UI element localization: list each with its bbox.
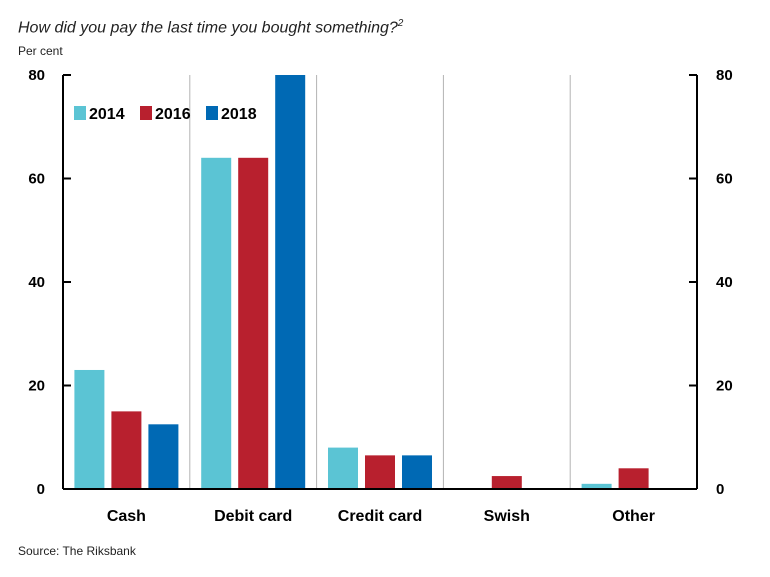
right-tick-label: 80 <box>716 67 733 84</box>
legend-label-2016: 2016 <box>155 106 191 123</box>
bar-2016-debit-card <box>238 157 269 490</box>
legend-swatch-2018 <box>206 106 218 120</box>
category-label: Other <box>612 508 655 525</box>
source-note: Source: The Riksbank <box>18 544 136 558</box>
category-label: Cash <box>107 508 146 525</box>
right-tick-label: 20 <box>716 378 733 395</box>
bar-2014-debit-card <box>201 157 232 490</box>
left-tick-label: 20 <box>28 378 45 395</box>
bar-2016-swish <box>491 476 522 489</box>
bar-2018-cash <box>148 424 179 489</box>
legend: 2014 2016 2018 <box>74 106 257 123</box>
bar-2018-credit-card <box>402 455 432 489</box>
title-footnote: 2 <box>397 18 404 29</box>
right-tick-label: 40 <box>716 274 733 291</box>
axes <box>62 74 698 490</box>
left-tick-label: 40 <box>28 274 45 291</box>
category-label: Credit card <box>338 508 422 525</box>
bar-2016-credit-card <box>365 455 395 489</box>
gridlines <box>189 75 571 489</box>
left-tick-label: 0 <box>37 481 45 498</box>
right-tick-label: 0 <box>716 481 724 498</box>
bar-2018-debit-card <box>275 75 306 489</box>
tick-labels: 0 0 20 20 40 40 60 60 80 80 <box>28 67 732 498</box>
bars <box>74 75 649 490</box>
right-tick-label: 60 <box>716 171 733 188</box>
category-label: Debit card <box>214 508 292 525</box>
legend-label-2014: 2014 <box>89 106 125 123</box>
bar-2014-credit-card <box>328 447 358 489</box>
left-tick-label: 80 <box>28 67 45 84</box>
category-labels: Cash Debit card Credit card Swish Other <box>107 508 655 525</box>
bar-2016-other <box>618 468 649 489</box>
legend-swatch-2016 <box>140 106 152 120</box>
legend-swatch-2014 <box>74 106 86 120</box>
chart-title: How did you pay the last time you bought… <box>18 18 404 37</box>
unit-label: Per cent <box>18 44 63 58</box>
bar-2016-cash <box>111 411 142 489</box>
category-label: Swish <box>484 508 530 525</box>
left-tick-label: 60 <box>28 171 45 188</box>
bar-2014-cash <box>74 369 105 489</box>
legend-label-2018: 2018 <box>221 106 257 123</box>
bar-2014-other <box>581 483 612 489</box>
